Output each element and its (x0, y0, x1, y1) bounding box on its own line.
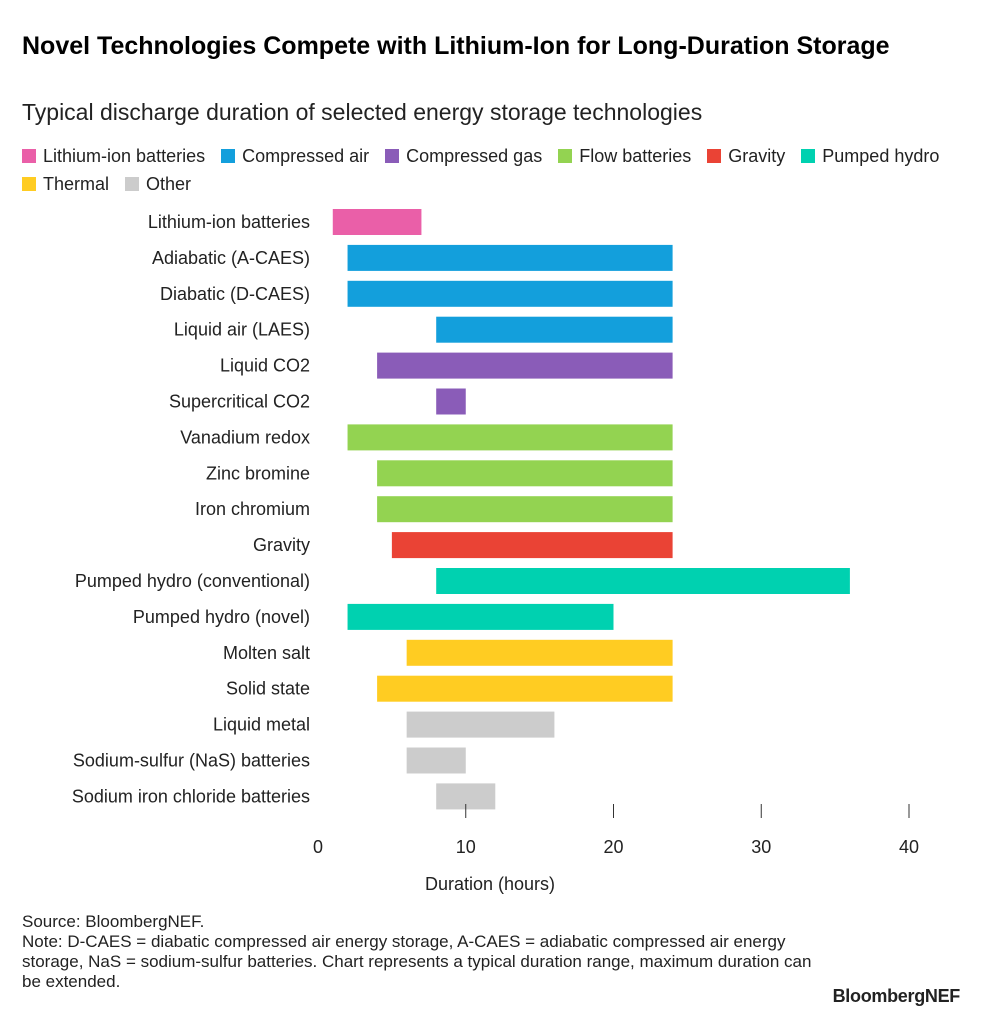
chart-legend: Lithium-ion batteries Compressed air Compr… (22, 145, 962, 195)
x-tick-label: 10 (456, 837, 476, 857)
chart-subtitle: Typical discharge duration of selected e… (22, 99, 703, 125)
legend-item: Compressed gas (385, 145, 542, 167)
bar-liquid-co2 (377, 352, 673, 379)
bar-gravity (391, 532, 673, 559)
category-label: Adiabatic (A-CAES) (152, 248, 310, 268)
category-label: Lithium-ion batteries (148, 212, 310, 232)
legend-swatch (385, 149, 400, 163)
category-label: Liquid metal (213, 715, 310, 735)
bar-pumped-hydro-novel (347, 603, 614, 630)
legend-item: Pumped hydro (801, 145, 939, 167)
chart-plot: Lithium-ion batteries Adiabatic (A-CAES) D… (72, 209, 919, 894)
category-label: Sodium-sulfur (NaS) batteries (73, 751, 310, 771)
bar-lithium-ion-batteries (332, 209, 422, 235)
brand-logo-text: BloombergNEF (832, 986, 961, 1006)
category-label: Iron chromium (195, 499, 310, 519)
legend-swatch (22, 177, 36, 191)
category-label: Zinc bromine (206, 463, 310, 483)
chart-footer: Source: BloombergNEF. Note: D-CAES = dia… (22, 912, 822, 992)
category-label: Liquid CO2 (220, 356, 310, 376)
legend-label: Lithium-ion batteries (43, 146, 206, 166)
category-label: Diabatic (D-CAES) (160, 284, 310, 304)
legend-swatch (22, 149, 36, 163)
legend-item: Flow batteries (558, 145, 691, 167)
bar-vanadium-redox (347, 424, 673, 451)
x-tick-label: 0 (313, 837, 323, 857)
legend-item: Thermal (22, 173, 109, 195)
x-axis-label: Duration (hours) (425, 874, 555, 894)
bar-zinc-bromine (377, 460, 673, 487)
legend-label: Compressed air (242, 146, 370, 166)
category-label: Gravity (253, 535, 310, 555)
legend-item: Gravity (707, 145, 785, 167)
category-label: Solid state (226, 679, 310, 699)
bar-diabatic-d-caes (347, 280, 673, 307)
bar-adiabatic-a-caes (347, 244, 673, 271)
bar-sodium-sulfur-nas-batteries (406, 747, 466, 774)
legend-label: Compressed gas (406, 146, 543, 166)
bar-liquid-air-laes (436, 316, 673, 343)
legend-label: Pumped hydro (822, 146, 940, 166)
bar-iron-chromium (377, 496, 673, 523)
source-note: Source: BloombergNEF. (22, 912, 205, 931)
legend-swatch (801, 149, 816, 163)
chart-title: Novel Technologies Compete with Lithium-… (22, 32, 890, 60)
x-tick-label: 40 (899, 837, 919, 857)
category-label: Molten salt (223, 643, 310, 663)
category-label: Pumped hydro (novel) (133, 607, 310, 627)
category-label: Supercritical CO2 (169, 392, 310, 412)
footnote: Note: D-CAES = diabatic compressed air e… (22, 932, 812, 991)
category-label: Pumped hydro (conventional) (75, 571, 310, 591)
legend-item: Compressed air (221, 145, 369, 167)
bar-liquid-metal (406, 711, 555, 738)
legend-swatch (221, 149, 236, 163)
x-tick-label: 20 (603, 837, 623, 857)
legend-label: Thermal (43, 174, 110, 194)
legend-item: Other (125, 173, 191, 195)
bar-pumped-hydro-conventional (436, 568, 850, 594)
bar-molten-salt (406, 639, 673, 666)
legend-swatch (558, 149, 573, 163)
bar-supercritical-co2 (436, 388, 466, 415)
category-label: Vanadium redox (180, 427, 310, 447)
legend-item: Lithium-ion batteries (22, 145, 205, 167)
category-label: Liquid air (LAES) (174, 320, 310, 340)
x-tick-label: 30 (751, 837, 771, 857)
legend-label: Other (146, 174, 192, 194)
legend-swatch (707, 149, 722, 163)
bar-solid-state (377, 675, 673, 702)
category-label: Sodium iron chloride batteries (72, 786, 310, 806)
legend-label: Flow batteries (579, 146, 692, 166)
legend-label: Gravity (728, 146, 786, 166)
legend-swatch (125, 177, 140, 191)
